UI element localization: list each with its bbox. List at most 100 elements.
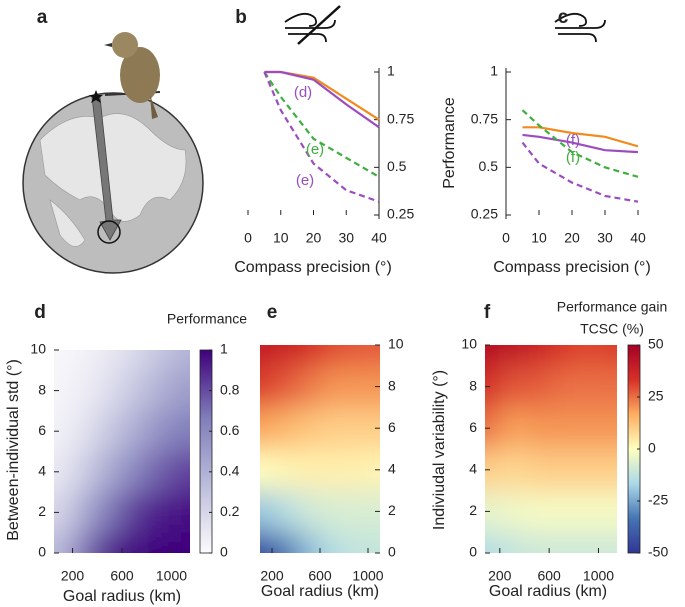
data-line [263,71,380,203]
y-tick-label: 8 [469,377,477,393]
annotation: (d) [294,84,312,101]
heatmap-cell [122,451,148,494]
globe-illustration [22,32,204,274]
heatmap-cell [320,532,345,553]
heatmap-cell [524,345,551,367]
heatmap-cell [296,449,321,492]
y-tick-label: 2 [38,503,46,519]
heatmap-cell [368,449,380,492]
heatmap-cell [499,490,526,534]
heatmap-cell [171,350,190,372]
y-tick-label: 6 [388,419,396,435]
y-tick-label: 2 [469,502,477,518]
heatmap-cell [260,532,273,553]
heatmap-cell [296,407,321,450]
x-tick-label: 600 [110,568,134,584]
x-tick-label: 0 [502,230,510,246]
heatmap-cell [549,490,575,534]
y-tick-label: 6 [38,422,46,438]
heatmap-cell [171,532,190,553]
heatmap-cell [598,449,617,492]
heatmap-cell [146,350,173,372]
y-tick-label: 10 [30,341,46,357]
heatmap-cell [146,370,173,412]
heatmap [485,345,617,553]
y-tick-label: 0.5 [387,158,407,174]
heatmap-cell [97,492,123,534]
y-tick-label: 0.25 [387,206,414,222]
y-tick-label: 1 [490,63,498,79]
x-tick-label: 1000 [352,568,383,584]
y-tick-label: 0.25 [471,206,498,222]
colorbar-tick-label: 0 [220,544,228,560]
y-tick-label: 8 [38,381,46,397]
heatmap-cell [320,407,345,450]
heatmap-cell [54,532,74,553]
y-tick-label: 0.75 [471,110,498,126]
heatmap-cell [499,449,526,492]
heatmap-cell [320,490,345,534]
heatmap-cell [122,370,148,412]
x-tick-label: 200 [260,568,284,584]
y-tick-label: 4 [38,463,46,479]
y-tick-label: 8 [388,377,396,393]
heatmap-cell [344,345,369,367]
heatmap-cell [260,490,273,534]
heatmap-cell [171,451,190,494]
x-axis-label: Goal radius (km) [489,583,607,600]
heatmap-cell [296,490,321,534]
x-axis-label: Compass precision (°) [234,259,392,276]
heatmap-cell [344,365,369,409]
heatmap-cell [146,451,173,494]
y-tick-label: 6 [469,419,477,435]
heatmap-cell [296,532,321,553]
heatmap-cells [485,345,617,553]
panel-letter: b [235,7,247,28]
panel-letter: f [484,302,491,323]
panel-letter: e [267,302,278,323]
heatmap-cell [171,370,190,412]
colorbar-tick-label: -50 [648,544,668,560]
colorbar-label: Performance gain [557,299,668,315]
data-line [522,133,639,154]
heatmap-cell [272,449,297,492]
heatmap-cell [171,410,190,453]
y-tick-label: 1 [387,63,395,79]
heatmap-cell [549,365,575,409]
heatmap-cell [485,365,501,409]
heatmap-cells [260,345,380,553]
heatmap-cell [272,407,297,450]
x-axis-label: Compass precision (°) [493,259,651,276]
heatmap-cell [54,451,74,494]
heatmap-cell [260,345,273,367]
x-tick-label: 30 [338,230,354,246]
x-tick-label: 200 [61,568,85,584]
heatmap-cell [122,350,148,372]
heatmap-cell [524,407,551,450]
heatmap-cell [598,345,617,367]
annotation: (f) [566,132,580,149]
heatmap-cell [598,490,617,534]
heatmap-cell [344,532,369,553]
heatmap-cell [549,345,575,367]
heatmap-cell [260,449,273,492]
colorbar-tick-label: 1 [220,341,228,357]
data-line [521,109,639,178]
heatmap-cell [344,449,369,492]
heatmap-cell [122,532,148,553]
heatmap-cell [573,407,600,450]
heatmap-cell [272,345,297,367]
heatmap-cell [485,449,501,492]
y-axis-label: Performance [441,97,458,189]
heatmap-cell [171,492,190,534]
heatmap-cell [598,407,617,450]
y-tick-label: 10 [388,336,404,352]
panel-letter: a [37,7,48,28]
heatmap-cell [72,350,99,372]
heatmap-cell [485,490,501,534]
panel-letter: d [34,302,46,323]
heatmap-cell [54,492,74,534]
heatmap-cell [72,410,99,453]
x-axis-label: Goal radius (km) [63,588,181,605]
